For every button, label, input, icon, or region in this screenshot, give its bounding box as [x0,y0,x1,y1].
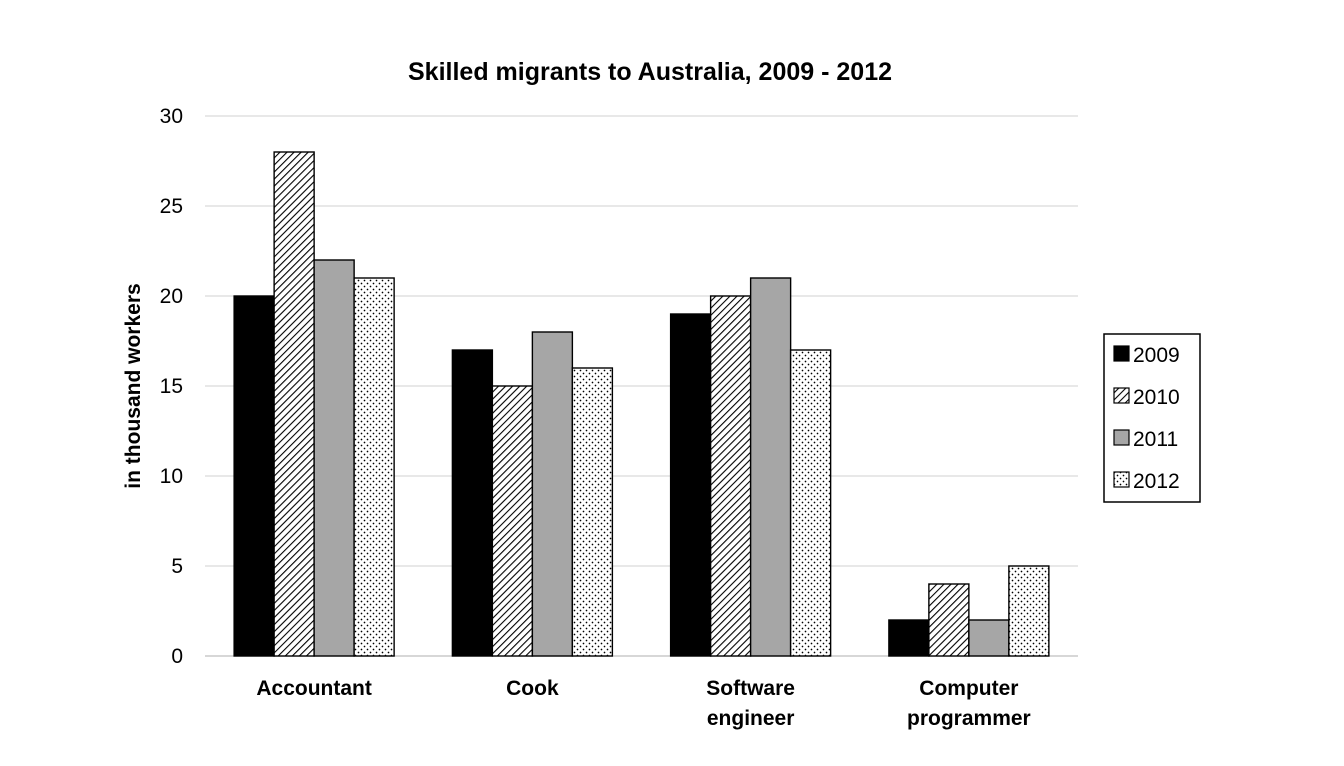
category-labels: Accountant Cook Software engineer Computer pr… [256,677,1030,730]
legend-label: 2010 [1133,386,1180,409]
category-label: Cook [506,677,559,700]
legend-swatch-2009 [1113,345,1130,362]
legend-swatch-2011 [1113,429,1130,446]
bars [233,151,1050,657]
y-tick-label: 30 [160,105,183,128]
bar-2011-3 [968,619,1010,657]
bar-2012-2 [789,349,832,657]
y-axis-label: in thousand workers [122,283,145,488]
y-tick-label: 0 [171,645,183,668]
category-label: programmer [907,707,1031,730]
bar-2009-1 [451,349,494,657]
bar-2010-0 [273,151,315,657]
legend: 2009 2010 2011 2012 [1103,333,1201,503]
bar-2012-1 [571,367,614,657]
category-label: Computer [919,677,1018,700]
y-tick-label: 25 [160,195,183,218]
y-tick-label: 20 [160,285,183,308]
category-label: Accountant [256,677,372,700]
chart-title: Skilled migrants to Australia, 2009 - 20… [408,58,892,86]
y-tick-label: 15 [160,375,183,398]
bar-2010-1 [491,385,534,657]
y-tick-labels: 0 5 10 15 20 25 30 [160,105,183,668]
legend-label: 2009 [1133,344,1180,367]
legend-swatch-2010 [1113,387,1130,404]
bar-2012-3 [1008,565,1050,657]
bar-2012-0 [353,277,395,657]
y-tick-label: 5 [171,555,183,578]
bar-2009-2 [669,313,712,657]
bar-2010-3 [928,583,970,657]
legend-swatch-2012 [1113,471,1130,488]
bar-2011-1 [531,331,574,657]
bar-2011-2 [749,277,792,657]
bar-2011-0 [313,259,355,657]
bar-2009-3 [888,619,930,657]
y-tick-label: 10 [160,465,183,488]
legend-label: 2011 [1133,428,1178,451]
category-label: engineer [707,707,795,730]
legend-label: 2012 [1133,470,1180,493]
bar-2009-0 [233,295,275,657]
category-label: Software [706,677,795,700]
bar-2010-2 [709,295,752,657]
